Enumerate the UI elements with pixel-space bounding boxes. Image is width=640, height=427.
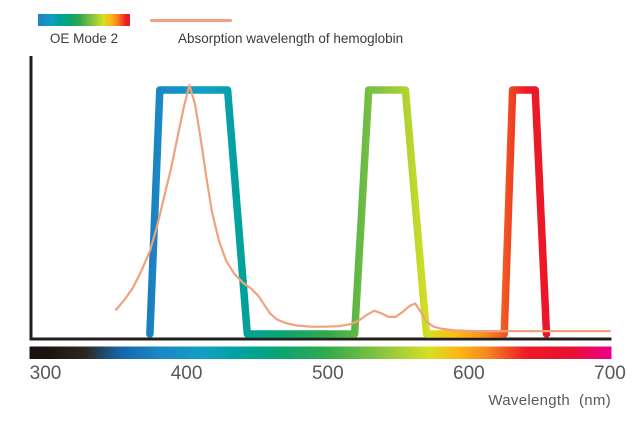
x-tick-400: 400	[171, 363, 203, 384]
oe-mode2-bandpass-curve	[146, 86, 551, 338]
x-tick-300: 300	[30, 363, 62, 384]
hemoglobin-absorption-curve	[115, 84, 612, 333]
x-tick-500: 500	[312, 363, 344, 384]
x-tick-labels: 300 400 500 600 700	[30, 363, 626, 384]
x-tick-700: 700	[594, 363, 626, 384]
wavelength-spectrum-colorbar	[29, 346, 612, 359]
hemoglobin-legend-label: Absorption wavelength of hemoglobin	[178, 31, 404, 46]
oe-mode2-legend-swatch	[38, 14, 130, 26]
hemoglobin-legend-line	[150, 19, 232, 22]
x-tick-600: 600	[453, 363, 485, 384]
oe-mode2-legend-label: OE Mode 2	[49, 31, 119, 46]
x-axis-label: Wavelength (nm)	[488, 392, 611, 409]
